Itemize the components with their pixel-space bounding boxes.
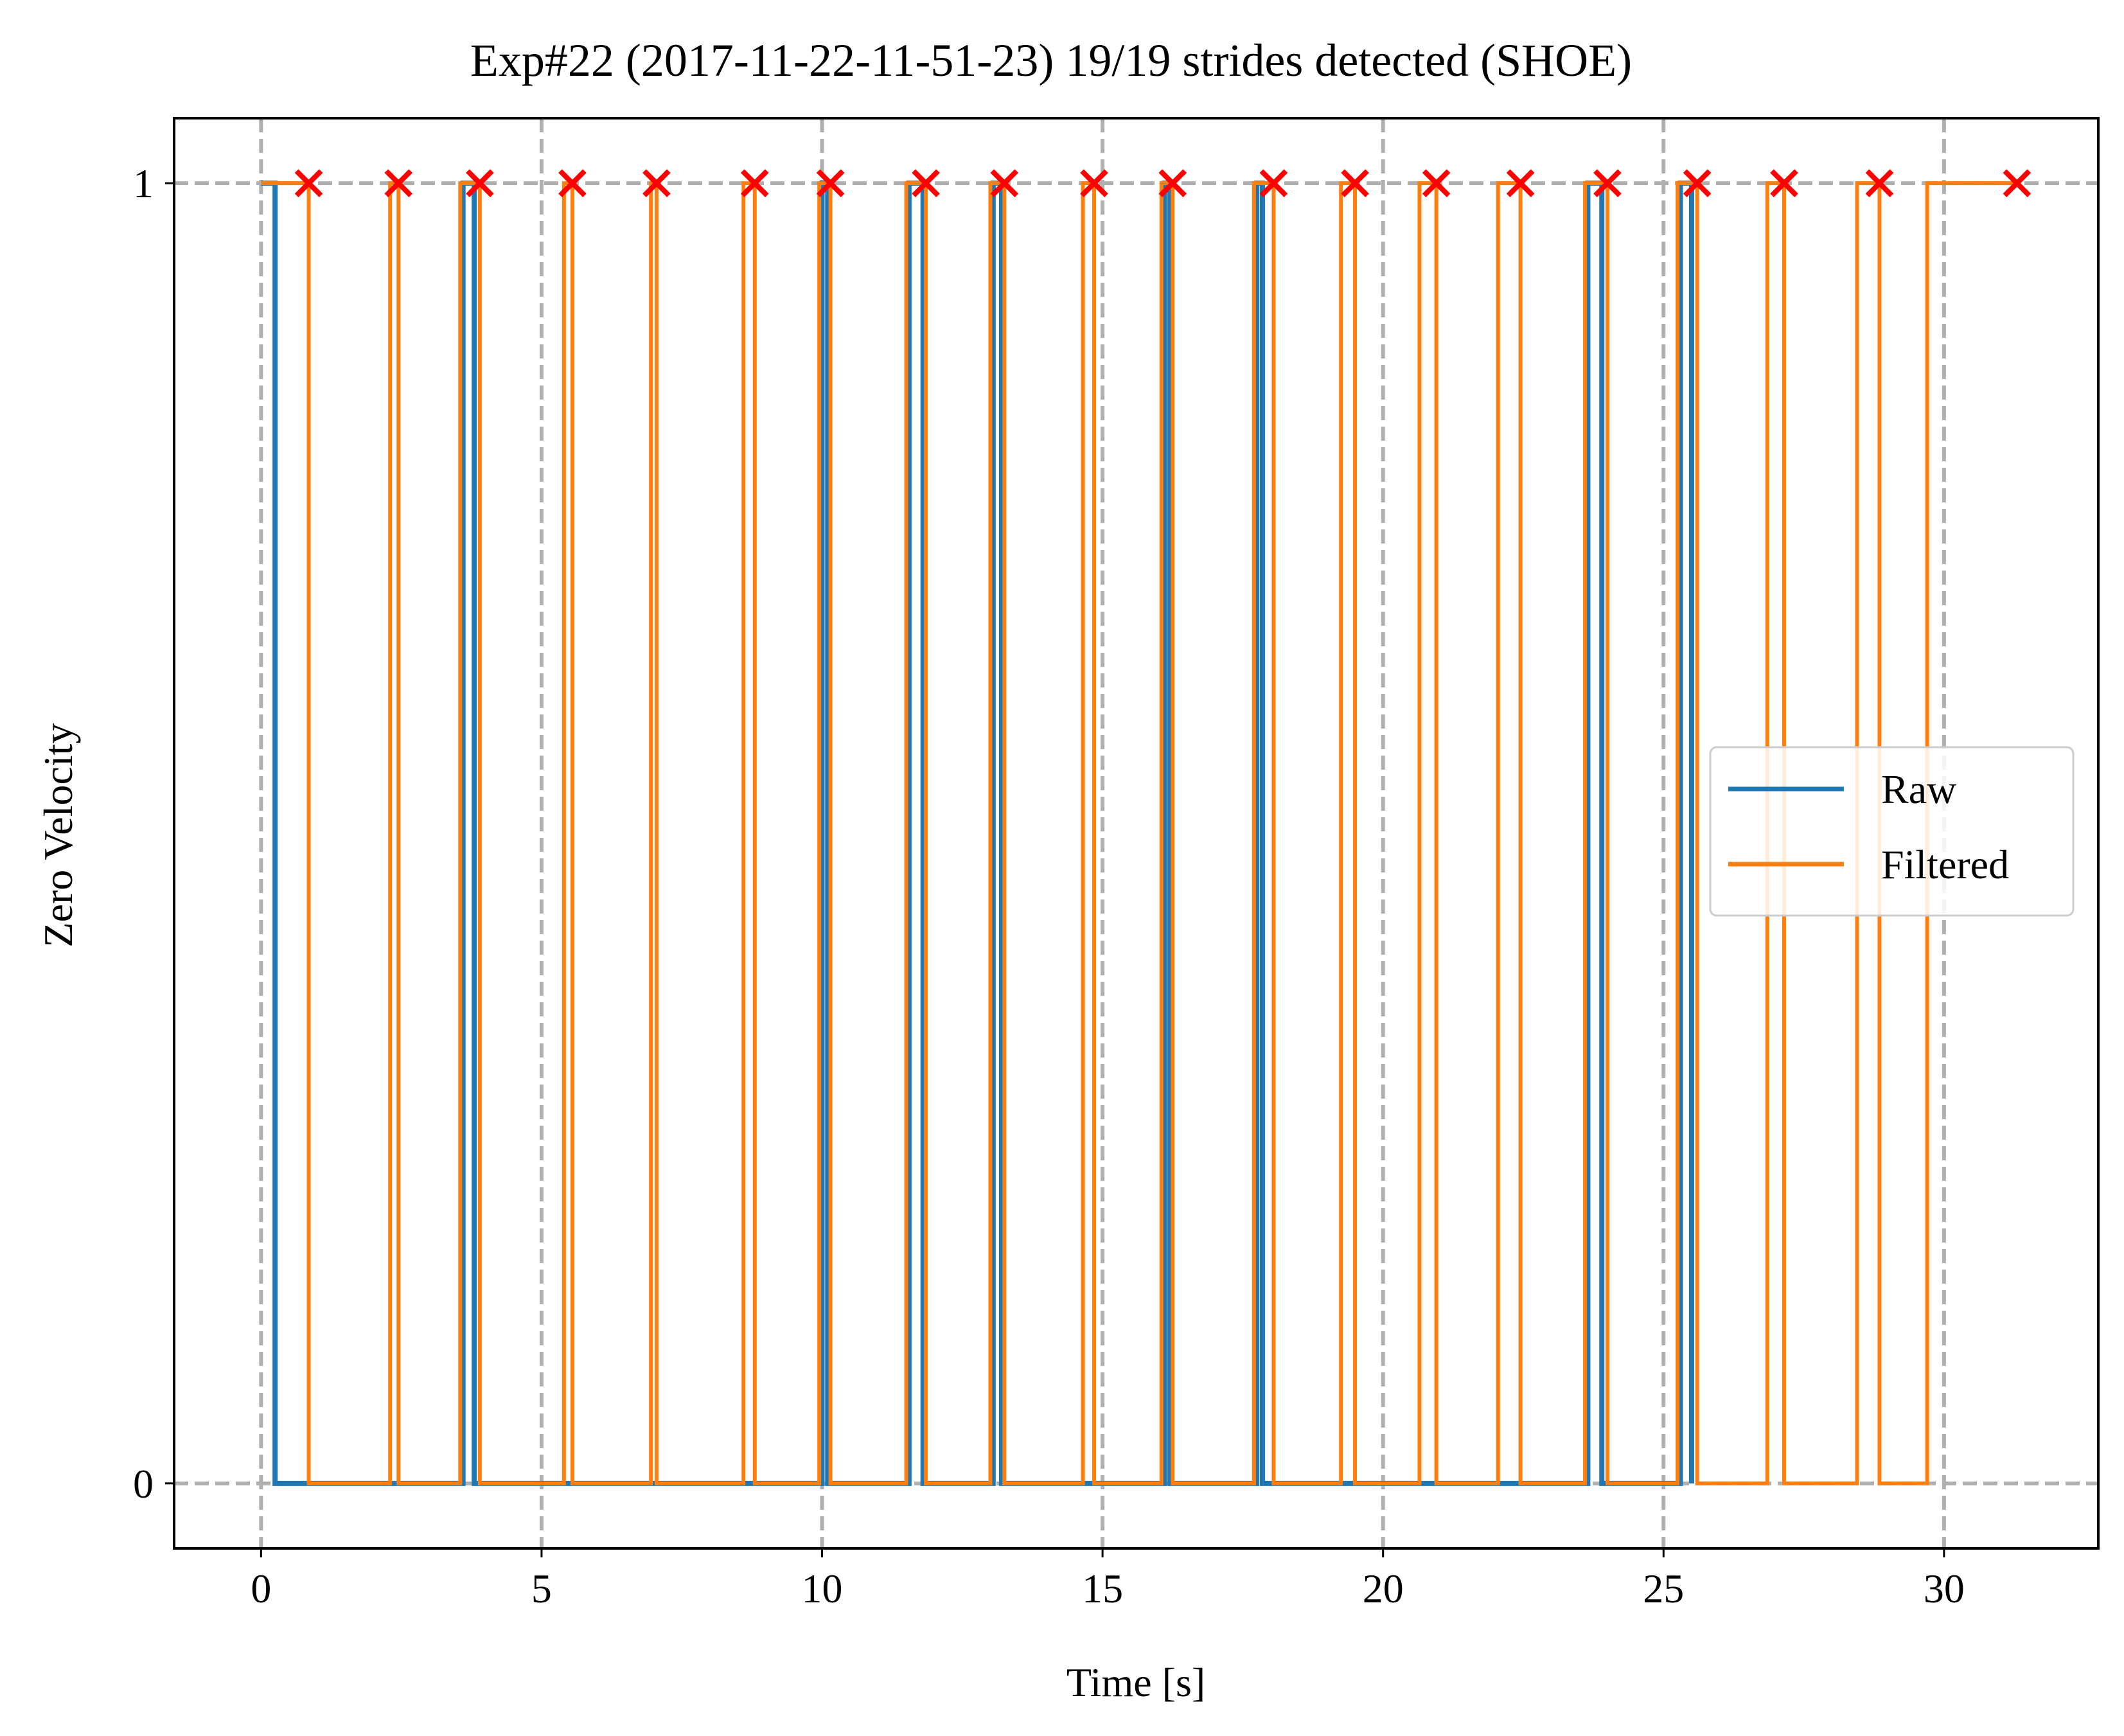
stride-marker (1865, 169, 1894, 198)
x-tick-label: 15 (1082, 1566, 1123, 1611)
stride-marker (1770, 169, 1798, 198)
stride-marker (1422, 169, 1451, 198)
axes-frame (173, 117, 2100, 1550)
y-axis-label: Zero Velocity (35, 723, 81, 948)
stride-marker (1683, 169, 1712, 198)
legend-raw-label: Raw (1881, 766, 1956, 812)
ticks: 0 5 10 15 20 25 30 0 1 (133, 161, 1965, 1611)
x-tick-label: 20 (1363, 1566, 1404, 1611)
x-tick-label: 25 (1643, 1566, 1684, 1611)
x-tick-label: 5 (531, 1566, 552, 1611)
legend-filtered-label: Filtered (1881, 842, 2009, 887)
stride-marker (2003, 169, 2031, 198)
y-tick-label: 1 (133, 161, 154, 206)
stride-marker (1158, 169, 1187, 198)
chart-title: Exp#22 (2017-11-22-11-51-23) 19/19 strid… (470, 35, 1632, 86)
stride-marker (384, 169, 413, 198)
plot-area (261, 169, 2031, 1486)
stride-marker (558, 169, 587, 198)
stride-marker (1506, 169, 1535, 198)
stride-marker (816, 169, 845, 198)
stride-marker (912, 169, 940, 198)
stride-marker (1593, 169, 1622, 198)
stride-marker (1259, 169, 1288, 198)
y-tick-label: 0 (133, 1461, 154, 1507)
stride-marker (642, 169, 671, 198)
x-tick-label: 30 (1924, 1566, 1965, 1611)
stride-marker (1341, 169, 1369, 198)
stride-marker (466, 169, 494, 198)
stride-marker (294, 169, 323, 198)
x-tick-label: 10 (802, 1566, 843, 1611)
stride-marker (1080, 169, 1108, 198)
legend: Raw Filtered (1709, 746, 2075, 917)
x-axis-label: Time [s] (1066, 1660, 1205, 1705)
stride-marker (740, 169, 769, 198)
x-tick-label: 0 (251, 1566, 271, 1611)
stride-marker (990, 169, 1019, 198)
